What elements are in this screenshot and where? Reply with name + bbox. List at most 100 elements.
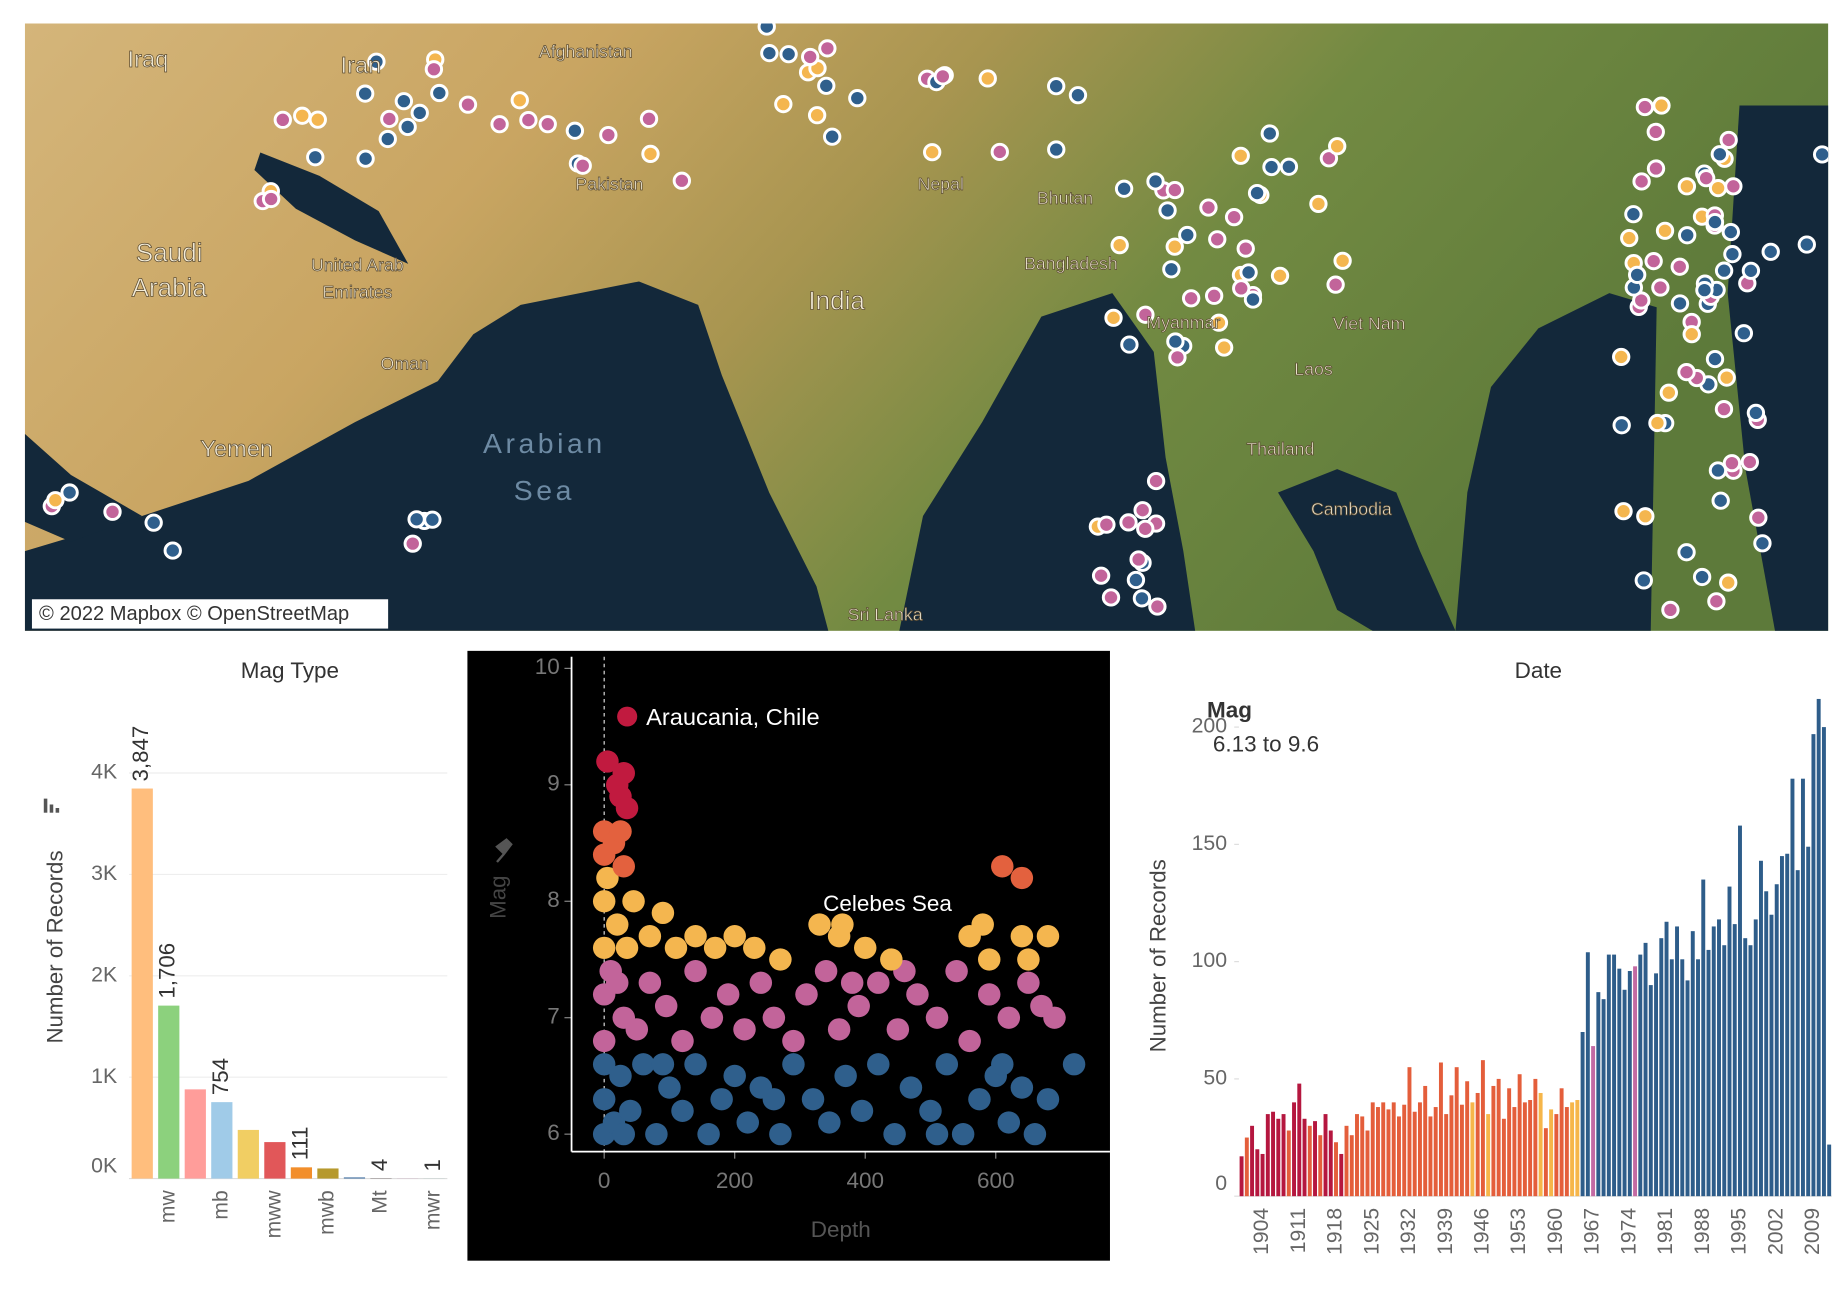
map-dot[interactable] — [1753, 534, 1772, 553]
map-dot[interactable] — [1614, 502, 1633, 521]
map-dot[interactable] — [1670, 257, 1689, 276]
map-dot[interactable] — [1181, 289, 1201, 308]
map-dot[interactable] — [1204, 286, 1224, 305]
map-dot[interactable] — [1326, 275, 1345, 294]
map-dot[interactable] — [1719, 130, 1738, 150]
map-dot[interactable] — [1695, 281, 1714, 300]
map-dot[interactable] — [407, 510, 426, 529]
map-dot[interactable] — [1199, 198, 1218, 217]
map-dot[interactable] — [1224, 208, 1244, 227]
map-dot[interactable] — [565, 121, 585, 140]
map-dot[interactable] — [1146, 471, 1166, 491]
map-dot[interactable] — [1670, 294, 1690, 313]
map-dot[interactable] — [1146, 172, 1165, 191]
map-dot[interactable] — [1711, 491, 1730, 510]
map-dot[interactable] — [1682, 325, 1701, 344]
map-dot[interactable] — [144, 513, 163, 532]
map-dot[interactable] — [1209, 313, 1229, 332]
map-dot[interactable] — [823, 127, 842, 146]
map-dot[interactable] — [1648, 413, 1667, 433]
map-dot[interactable] — [1129, 550, 1148, 569]
map-dot[interactable] — [1717, 368, 1736, 387]
map-dot[interactable] — [779, 45, 798, 64]
map-dot[interactable] — [1708, 179, 1728, 198]
map-dot[interactable] — [538, 115, 557, 134]
map-dot[interactable] — [1705, 212, 1725, 232]
map-dot[interactable] — [1797, 235, 1816, 254]
map-dot[interactable] — [1635, 97, 1655, 117]
map-dot[interactable] — [293, 106, 312, 125]
map-dot[interactable] — [60, 483, 79, 502]
map-dot[interactable] — [1208, 230, 1227, 249]
map-dot[interactable] — [1708, 461, 1728, 480]
map-dot[interactable] — [1101, 588, 1121, 607]
map-dot[interactable] — [1162, 260, 1181, 279]
map-dot[interactable] — [599, 125, 618, 145]
map-dot[interactable] — [356, 84, 375, 103]
map-dot[interactable] — [1677, 543, 1696, 562]
map-dot[interactable] — [410, 103, 429, 122]
map-dot[interactable] — [1236, 239, 1255, 258]
map-dot[interactable] — [848, 89, 867, 108]
map-dot[interactable] — [1104, 308, 1123, 327]
map-dot[interactable] — [403, 534, 422, 553]
map-dot[interactable] — [1231, 146, 1250, 165]
map-dot[interactable] — [1624, 205, 1643, 224]
map-dot[interactable] — [1133, 501, 1152, 520]
map-dot[interactable] — [424, 60, 444, 79]
map-dot[interactable] — [639, 109, 659, 128]
map-dot[interactable] — [1734, 324, 1754, 343]
map-dot[interactable] — [1620, 228, 1639, 248]
map-dot[interactable] — [394, 92, 414, 111]
map-dot[interactable] — [1328, 137, 1347, 156]
map-dot[interactable] — [510, 91, 529, 110]
map-dot[interactable] — [990, 142, 1009, 162]
map-dot[interactable] — [46, 491, 65, 510]
map-dot[interactable] — [817, 76, 836, 95]
map-dot[interactable] — [261, 189, 281, 209]
map-dot[interactable] — [1126, 570, 1146, 590]
map-dot[interactable] — [306, 148, 325, 167]
map-dot[interactable] — [1714, 261, 1734, 280]
map-dot[interactable] — [1612, 347, 1631, 367]
map-dot[interactable] — [1632, 172, 1651, 191]
map-dot[interactable] — [1260, 124, 1279, 143]
map-dot[interactable] — [1097, 515, 1116, 534]
map-dot[interactable] — [1655, 221, 1675, 240]
map-dot[interactable] — [367, 52, 386, 71]
map-dot[interactable] — [1746, 403, 1766, 422]
map-dot[interactable] — [519, 110, 538, 130]
map-dot[interactable] — [1646, 122, 1665, 141]
map-dot[interactable] — [1270, 266, 1290, 285]
map-dot[interactable] — [1721, 222, 1740, 242]
map-dot[interactable] — [1132, 589, 1152, 608]
map-dot[interactable] — [1719, 573, 1738, 592]
map-dot[interactable] — [1761, 242, 1780, 261]
map-dot[interactable] — [1168, 348, 1187, 367]
map-dot[interactable] — [818, 39, 837, 58]
map-dot[interactable] — [1309, 194, 1328, 213]
map-dot[interactable] — [1612, 416, 1631, 435]
map-dot[interactable] — [1651, 278, 1670, 297]
map-dot[interactable] — [1677, 177, 1697, 196]
map-dot[interactable] — [163, 541, 182, 560]
map-dot[interactable] — [672, 171, 692, 190]
map-dot[interactable] — [1158, 201, 1177, 220]
map-dot[interactable] — [1627, 265, 1647, 284]
map-dot[interactable] — [1262, 157, 1281, 177]
map-dot[interactable] — [1741, 261, 1761, 280]
map-dot[interactable] — [1678, 226, 1697, 245]
map-dot[interactable] — [933, 67, 952, 86]
map-dot[interactable] — [1279, 157, 1299, 176]
map-dot[interactable] — [356, 149, 375, 168]
map-dot[interactable] — [1178, 225, 1197, 245]
map-dot[interactable] — [1165, 180, 1185, 200]
map-dot[interactable] — [1749, 508, 1768, 527]
map-dot[interactable] — [1136, 519, 1155, 538]
map-dot[interactable] — [1692, 567, 1712, 587]
map-dot[interactable] — [641, 144, 660, 163]
map-dot[interactable] — [273, 110, 292, 129]
map-dot[interactable] — [1705, 349, 1725, 369]
map-dot[interactable] — [1677, 363, 1696, 382]
map-dot[interactable] — [1110, 236, 1129, 255]
